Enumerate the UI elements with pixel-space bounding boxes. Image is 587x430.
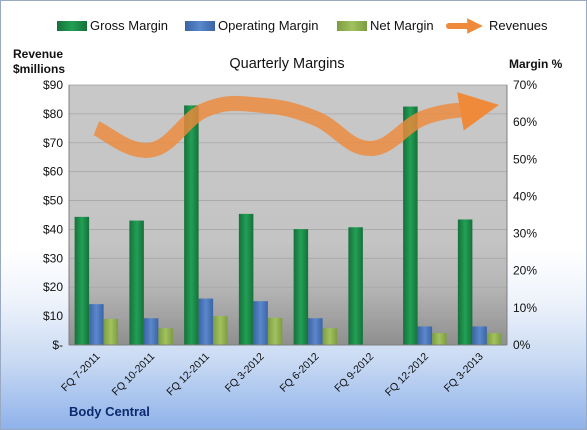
- operating-margin-bar: [472, 326, 487, 345]
- legend-label-gross-margin: Gross Margin: [90, 18, 168, 33]
- gross-margin-bar: [184, 105, 199, 345]
- operating-margin-bar: [89, 304, 104, 345]
- left-tick-label: $-: [52, 338, 63, 352]
- category-label: FQ 3-2013: [442, 351, 486, 395]
- right-tick-label: 30%: [513, 227, 537, 241]
- legend-swatch-net-margin: [337, 21, 367, 31]
- gross-margin-bar: [293, 229, 309, 345]
- gross-margin-bar: [348, 227, 363, 345]
- left-tick-label: $30: [43, 251, 63, 265]
- right-tick-label: 70%: [513, 78, 537, 92]
- operating-margin-bar: [417, 326, 433, 345]
- legend-swatch-gross-margin: [57, 21, 87, 31]
- left-tick-label: $50: [43, 194, 63, 208]
- right-tick-label: 50%: [513, 152, 537, 166]
- left-tick-label: $80: [43, 107, 63, 121]
- legend-swatch-operating-margin: [185, 21, 215, 31]
- gross-margin-bar: [74, 216, 90, 345]
- net-margin-bar: [158, 328, 173, 345]
- net-margin-bar: [322, 328, 338, 345]
- net-margin-bar: [486, 333, 502, 345]
- chart-title: Quarterly Margins: [229, 56, 344, 72]
- left-axis-label-line2: $millions: [13, 62, 65, 76]
- company-name: Body Central: [69, 404, 150, 419]
- gross-margin-bar: [238, 213, 254, 345]
- gross-margin-bar: [129, 220, 144, 345]
- left-tick-label: $10: [43, 309, 63, 323]
- category-label: FQ 6-2012: [278, 351, 322, 395]
- left-tick-label: $70: [43, 136, 63, 150]
- left-tick-label: $20: [43, 280, 63, 294]
- operating-margin-bar: [253, 301, 268, 345]
- right-tick-label: 60%: [513, 115, 537, 129]
- legend: Gross Margin Operating Margin Net Margin…: [57, 18, 548, 34]
- left-axis-label-line1: Revenue: [13, 47, 63, 61]
- net-margin-bar: [432, 333, 447, 345]
- right-tick-label: 10%: [513, 301, 537, 315]
- category-label: FQ 10-2011: [110, 351, 158, 399]
- category-label: FQ 12-2012: [383, 351, 431, 399]
- category-label: FQ 3-2012: [223, 351, 267, 395]
- legend-label-net-margin: Net Margin: [370, 18, 434, 33]
- net-margin-bar: [213, 316, 228, 345]
- category-label: FQ 9-2012: [332, 351, 376, 395]
- right-tick-label: 0%: [513, 338, 531, 352]
- right-tick-label: 20%: [513, 264, 537, 278]
- revenues-line: [93, 92, 499, 158]
- net-margin-bar: [267, 317, 283, 345]
- gross-margin-bar: [457, 219, 473, 345]
- revenue-line: [93, 92, 499, 158]
- net-margin-bar: [103, 319, 119, 345]
- left-tick-label: $60: [43, 165, 63, 179]
- operating-margin-bar: [143, 318, 159, 345]
- category-label: FQ 12-2011: [164, 351, 212, 399]
- right-tick-label: 40%: [513, 189, 537, 203]
- left-tick-label: $40: [43, 222, 63, 236]
- bars: [74, 105, 502, 346]
- left-tick-label: $90: [43, 78, 63, 92]
- operating-margin-bar: [198, 298, 214, 345]
- operating-margin-bar: [308, 318, 323, 345]
- category-label: FQ 7-2011: [59, 351, 103, 395]
- legend-label-revenues: Revenues: [489, 18, 548, 33]
- legend-label-operating-margin: Operating Margin: [218, 18, 318, 33]
- right-axis-label: Margin %: [509, 57, 563, 71]
- gross-margin-bar: [403, 106, 418, 346]
